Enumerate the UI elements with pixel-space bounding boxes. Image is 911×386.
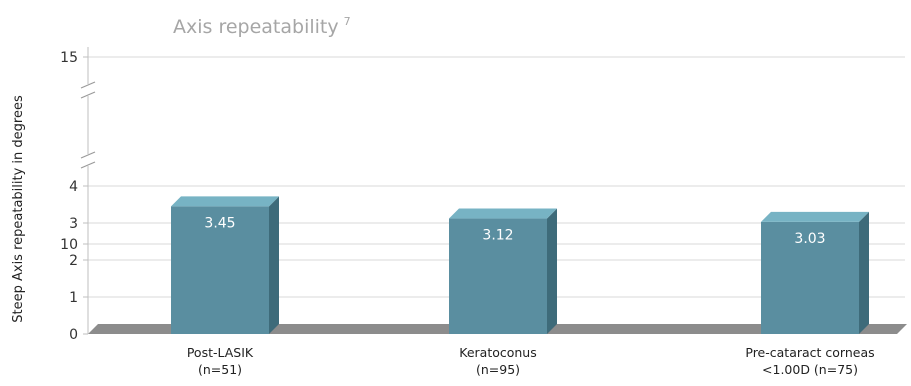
data-label: 3.03	[794, 231, 825, 247]
bar-side	[547, 208, 557, 334]
x-category-label: Pre-cataract corneas <1.00D (n=75)	[745, 345, 874, 377]
bar-front	[449, 218, 547, 334]
data-label: 3.12	[482, 228, 513, 244]
bar-top	[761, 211, 869, 222]
bar-front	[171, 206, 269, 334]
y-tick-label: 10	[60, 237, 78, 253]
axis-break-mark	[80, 161, 96, 169]
axis-break-mark	[80, 81, 96, 89]
y-axis: 0 1 2 3 4 10 15	[60, 47, 96, 343]
y-axis-label: Steep Axis repeatability in degrees	[11, 95, 26, 323]
x-category-label: Post-LASIK (n=51)	[187, 345, 254, 377]
y-tick-label: 3	[69, 216, 78, 232]
data-label: 3.45	[204, 215, 235, 231]
bar-top	[171, 196, 279, 207]
x-category-label: Keratoconus (n=95)	[459, 345, 537, 377]
category-labels: Post-LASIK (n=51) Keratoconus (n=95) Pre-cat…	[187, 345, 875, 377]
bar-side	[859, 211, 869, 334]
bar-top	[449, 208, 557, 219]
bar-front	[761, 221, 859, 334]
y-tick-label: 1	[69, 290, 78, 306]
chart-title: Axis repeatability 7	[173, 15, 351, 38]
axis-break-mark	[80, 91, 96, 99]
y-tick-label: 4	[69, 179, 78, 195]
y-tick-label: 15	[60, 50, 78, 66]
title-superscript: 7	[344, 15, 351, 28]
bar-side	[269, 196, 279, 334]
bar-0: 3.45	[171, 196, 279, 334]
y-tick-label: 0	[69, 327, 78, 343]
y-tick-label: 2	[69, 253, 78, 269]
axis-break-mark	[80, 151, 96, 159]
bar-2: 3.03	[761, 211, 869, 334]
bar-1: 3.12	[449, 208, 557, 334]
bars: 3.45 3.12 3.03	[171, 196, 869, 334]
